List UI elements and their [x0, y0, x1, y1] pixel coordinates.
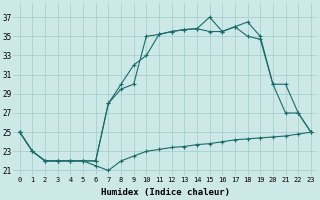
- X-axis label: Humidex (Indice chaleur): Humidex (Indice chaleur): [101, 188, 230, 197]
